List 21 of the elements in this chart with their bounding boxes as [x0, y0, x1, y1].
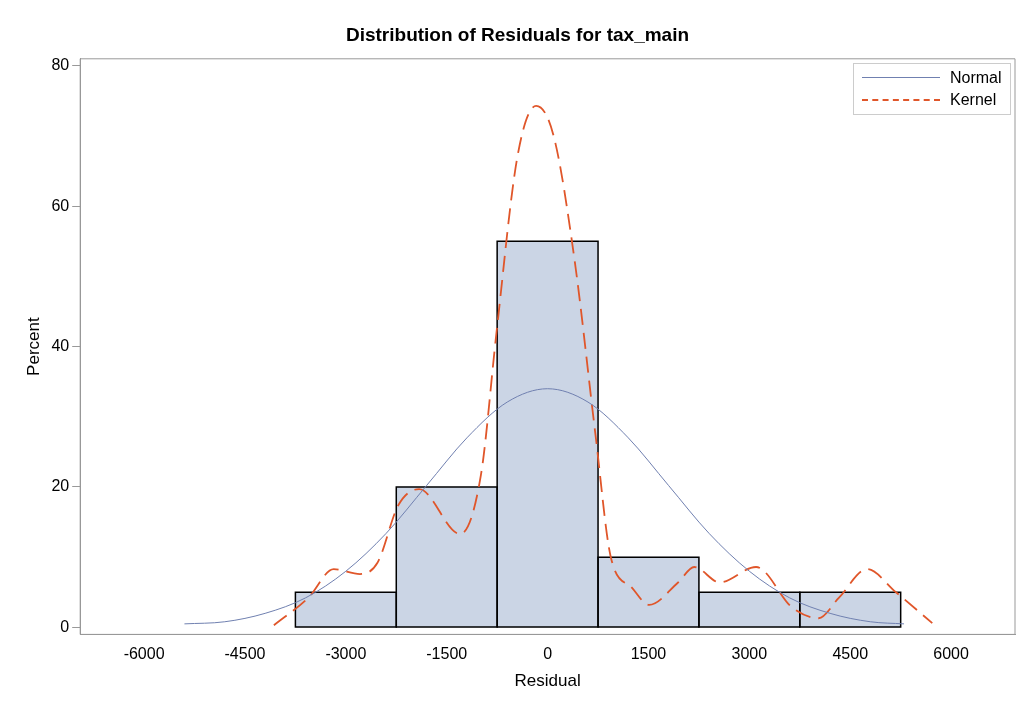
- x-tick-label: 3000: [731, 645, 768, 663]
- y-tick-label: 80: [51, 56, 70, 74]
- legend-label: Kernel: [950, 89, 997, 110]
- x-tick-label: 0: [543, 645, 553, 663]
- x-axis-title: Residual: [514, 671, 581, 691]
- x-tick-label: 1500: [630, 645, 667, 663]
- x-tick-label: 6000: [933, 645, 970, 663]
- y-tick-label: 60: [51, 196, 70, 214]
- y-tick-label: 20: [51, 477, 70, 495]
- y-axis-title: Percent: [23, 317, 43, 376]
- x-tick-label: -4500: [224, 645, 266, 663]
- y-tick-label: 0: [60, 617, 70, 635]
- chart-title: Distribution of Residuals for tax_main: [345, 23, 690, 45]
- line-series: [272, 104, 934, 627]
- x-tick-label: -1500: [426, 645, 468, 663]
- x-tick-label: -3000: [325, 645, 367, 663]
- y-tick-label: 40: [51, 337, 70, 355]
- line-series: [183, 388, 905, 625]
- x-tick-label: 4500: [832, 645, 869, 663]
- x-tick-label: -6000: [123, 645, 165, 663]
- legend-label: Normal: [950, 67, 1002, 88]
